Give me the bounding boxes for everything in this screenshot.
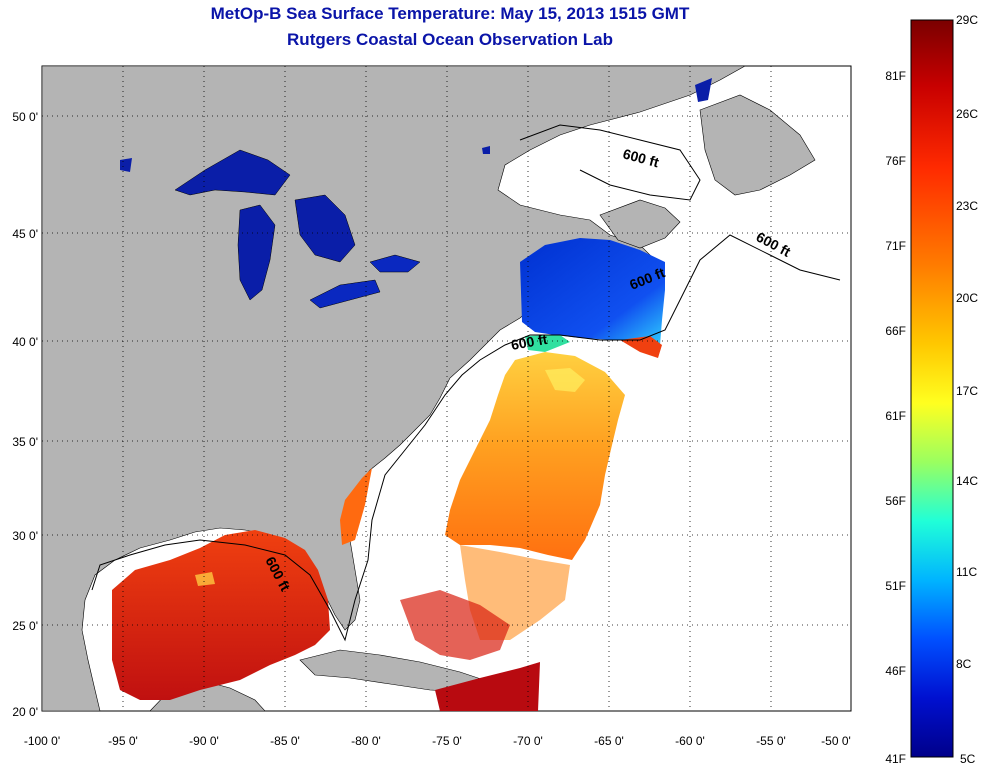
sst-bahamas-scatter — [400, 590, 510, 660]
sst-gulf-of-maine — [520, 238, 665, 345]
y-tick-label: 50 0' — [12, 110, 38, 124]
x-tick-label: -75 0' — [432, 734, 462, 748]
fahrenheit-label: 51F — [885, 579, 906, 593]
y-axis: 20 0' 25 0' 30 0' 35 0' 40 0' 45 0' 50 0… — [12, 110, 38, 719]
sst-eddy — [545, 368, 585, 392]
sst-caribbean — [435, 662, 540, 711]
fahrenheit-label: 56F — [885, 494, 906, 508]
y-tick-label: 40 0' — [12, 335, 38, 349]
fahrenheit-label: 81F — [885, 69, 906, 83]
map-subtitle: Rutgers Coastal Ocean Observation Lab — [287, 30, 613, 49]
fahrenheit-label: 41F — [885, 752, 906, 766]
isobath-600ft — [91, 234, 841, 642]
x-tick-label: -95 0' — [108, 734, 138, 748]
colorbar: 29C 26C 23C 20C 17C 14C 11C 8C 5C 81F 76… — [885, 13, 978, 766]
x-tick-label: -70 0' — [513, 734, 543, 748]
y-tick-label: 20 0' — [12, 705, 38, 719]
fahrenheit-label: 46F — [885, 664, 906, 678]
land-nova-scotia — [599, 199, 681, 249]
colorbar-gradient — [910, 19, 954, 758]
map-panel: 600 ft 600 ft 600 ft 600 ft 600 ft 20 0'… — [12, 65, 852, 748]
colorbar-fahrenheit-labels: 81F 76F 71F 66F 61F 56F 51F 46F 41F — [885, 69, 906, 766]
fahrenheit-label: 71F — [885, 239, 906, 253]
sst-florida-coast — [340, 468, 372, 545]
fahrenheit-label: 66F — [885, 324, 906, 338]
x-tick-label: -60 0' — [675, 734, 705, 748]
y-tick-label: 25 0' — [12, 619, 38, 633]
celsius-label: 11C — [956, 565, 977, 579]
fahrenheit-label: 61F — [885, 409, 906, 423]
celsius-label: 29C — [956, 13, 978, 27]
x-tick-label: -50 0' — [821, 734, 851, 748]
land-newfoundland — [699, 94, 816, 196]
celsius-label: 17C — [956, 384, 978, 398]
celsius-label: 26C — [956, 107, 978, 121]
sst-gom-yellow-patch — [195, 572, 215, 586]
sst-gulf-of-mexico — [112, 530, 330, 700]
x-tick-label: -65 0' — [594, 734, 624, 748]
x-axis: -100 0' -95 0' -90 0' -85 0' -80 0' -75 … — [24, 734, 851, 748]
contour-label: 600 ft — [510, 331, 549, 353]
isobath-600ft-north — [519, 124, 701, 201]
x-tick-label: -55 0' — [756, 734, 786, 748]
fahrenheit-label: 76F — [885, 154, 906, 168]
y-tick-label: 30 0' — [12, 529, 38, 543]
land-north-america — [42, 66, 746, 711]
x-tick-label: -80 0' — [351, 734, 381, 748]
lake-erie-ontario — [309, 254, 421, 309]
sst-shelf-green — [525, 335, 570, 352]
x-tick-label: -85 0' — [270, 734, 300, 748]
celsius-label: 8C — [956, 657, 972, 671]
y-tick-label: 35 0' — [12, 435, 38, 449]
celsius-label: 23C — [956, 199, 978, 213]
lake-superior — [174, 149, 291, 196]
lake-michigan-huron — [237, 194, 356, 301]
y-tick-label: 45 0' — [12, 227, 38, 241]
celsius-label: 20C — [956, 291, 978, 305]
x-tick-label: -100 0' — [24, 734, 60, 748]
sst-gulf-stream — [445, 352, 625, 560]
celsius-label: 14C — [956, 474, 978, 488]
colorbar-celsius-labels: 29C 26C 23C 20C 17C 14C 11C 8C 5C — [956, 13, 978, 766]
celsius-label: 5C — [960, 752, 976, 766]
x-tick-label: -90 0' — [189, 734, 219, 748]
map-title: MetOp-B Sea Surface Temperature: May 15,… — [210, 4, 690, 23]
sst-shelf-warm-edge — [620, 336, 662, 358]
